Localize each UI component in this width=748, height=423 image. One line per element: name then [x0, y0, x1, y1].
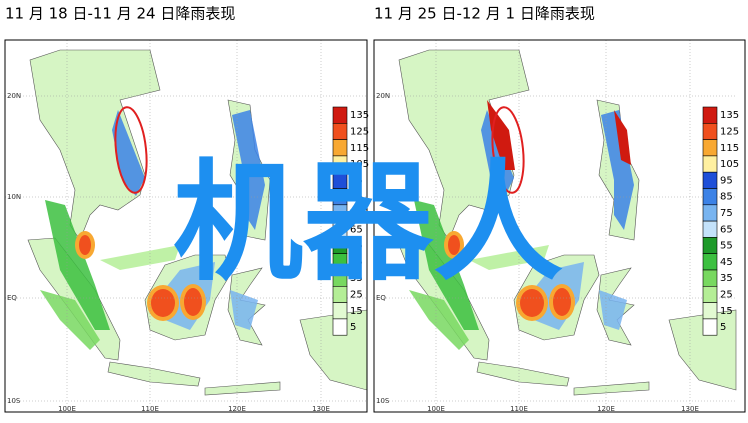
- rain-area: [469, 245, 549, 270]
- colorbar-label: 105: [350, 159, 369, 170]
- heavy-rain: [487, 100, 515, 170]
- colorbar-label: 25: [350, 289, 363, 300]
- colorbar-swatch: [332, 318, 348, 336]
- heavy-rain-core: [553, 288, 571, 316]
- colorbar-label: 45: [720, 257, 733, 268]
- lon-label: 120E: [597, 405, 615, 413]
- colorbar-swatch: [702, 106, 718, 124]
- lon-label: 130E: [681, 405, 699, 413]
- colorbar-label: 115: [350, 143, 369, 154]
- colorbar-swatch: [702, 318, 718, 336]
- heavy-rain-core: [184, 288, 202, 316]
- map-frame: [4, 39, 368, 413]
- rain-area: [112, 110, 145, 196]
- colorbar-swatch: [702, 171, 718, 189]
- colorbar-swatch: [702, 220, 718, 238]
- map: [5, 40, 367, 412]
- colorbar-label: 25: [720, 289, 733, 300]
- rain-area: [232, 110, 265, 230]
- colorbar-swatch: [332, 106, 348, 124]
- heavy-rain-core: [151, 289, 175, 317]
- colorbar-label: 15: [720, 306, 733, 317]
- colorbar-label: 35: [720, 273, 733, 284]
- land: [299, 309, 367, 391]
- lat-label: 20N: [376, 92, 390, 100]
- colorbar-swatch: [702, 155, 718, 173]
- colorbar-label: 65: [350, 224, 363, 235]
- colorbar-label: 135: [720, 110, 739, 121]
- colorbar-label: 55: [350, 241, 363, 252]
- lat-label: 10N: [376, 193, 390, 201]
- map-content: [5, 40, 367, 412]
- colorbar-label: 75: [350, 208, 363, 219]
- rain-area: [414, 200, 479, 330]
- heavy-rain: [614, 110, 631, 165]
- highlight-circle: [114, 106, 148, 194]
- colorbar-swatch: [702, 253, 718, 271]
- land: [573, 381, 650, 396]
- colorbar-swatch: [702, 302, 718, 320]
- map: [374, 40, 745, 412]
- land: [29, 49, 161, 241]
- map-frame: [373, 39, 746, 413]
- lat-label: 10S: [7, 397, 21, 405]
- land: [204, 381, 281, 396]
- colorbar-swatch: [702, 188, 718, 206]
- colorbar-label: 5: [350, 322, 356, 333]
- colorbar-swatch: [702, 204, 718, 222]
- rain-area: [601, 110, 634, 230]
- heavy-rain-core: [79, 235, 91, 255]
- colorbar-swatch: [702, 139, 718, 157]
- colorbar-label: 125: [350, 126, 369, 137]
- colorbar-label: 95: [720, 175, 733, 186]
- colorbar-label: 125: [720, 126, 739, 137]
- lat-label: 20N: [7, 92, 21, 100]
- colorbar-label: 65: [720, 224, 733, 235]
- lon-label: 100E: [58, 405, 76, 413]
- watermark: 机器人: [173, 147, 563, 299]
- colorbar-label: 75: [720, 208, 733, 219]
- colorbar-swatch: [702, 269, 718, 287]
- land: [398, 49, 530, 241]
- rain-area: [409, 290, 469, 350]
- colorbar-label: 45: [350, 257, 363, 268]
- colorbar-label: 115: [720, 143, 739, 154]
- lon-label: 130E: [312, 405, 330, 413]
- colorbar-swatch: [702, 285, 718, 303]
- lon-label: 120E: [228, 405, 246, 413]
- colorbar-label: 85: [350, 192, 363, 203]
- rain-area: [45, 200, 110, 330]
- lat-label: EQ: [7, 294, 17, 302]
- lon-label: 110E: [510, 405, 528, 413]
- rain-area: [100, 245, 180, 270]
- colorbar-label: 5: [720, 322, 726, 333]
- heavy-rain-core: [520, 289, 544, 317]
- colorbar-label: 15: [350, 306, 363, 317]
- colorbar-swatch: [702, 237, 718, 254]
- colorbar-label: 55: [720, 241, 733, 252]
- colorbar-label: 135: [350, 110, 369, 121]
- colorbar-swatch: [702, 123, 718, 140]
- lon-label: 110E: [141, 405, 159, 413]
- heavy-rain-core: [448, 235, 460, 255]
- colorbar-label: 105: [720, 159, 739, 170]
- colorbar-swatch: [332, 123, 348, 140]
- lon-label: 100E: [427, 405, 445, 413]
- colorbar-label: 85: [720, 192, 733, 203]
- lat-label: EQ: [376, 294, 386, 302]
- highlight-circle: [491, 106, 525, 194]
- panel-title: 11 月 18 日-11 月 24 日降雨表现: [5, 5, 235, 23]
- colorbar-swatch: [332, 302, 348, 320]
- lat-label: 10N: [7, 193, 21, 201]
- colorbar-label: 95: [350, 175, 363, 186]
- rain-area: [481, 110, 514, 196]
- colorbar-label: 35: [350, 273, 363, 284]
- land: [668, 309, 737, 391]
- panel-title: 11 月 25 日-12 月 1 日降雨表现: [374, 5, 595, 23]
- map-content: [374, 40, 737, 412]
- rain-area: [40, 290, 100, 350]
- lat-label: 10S: [376, 397, 390, 405]
